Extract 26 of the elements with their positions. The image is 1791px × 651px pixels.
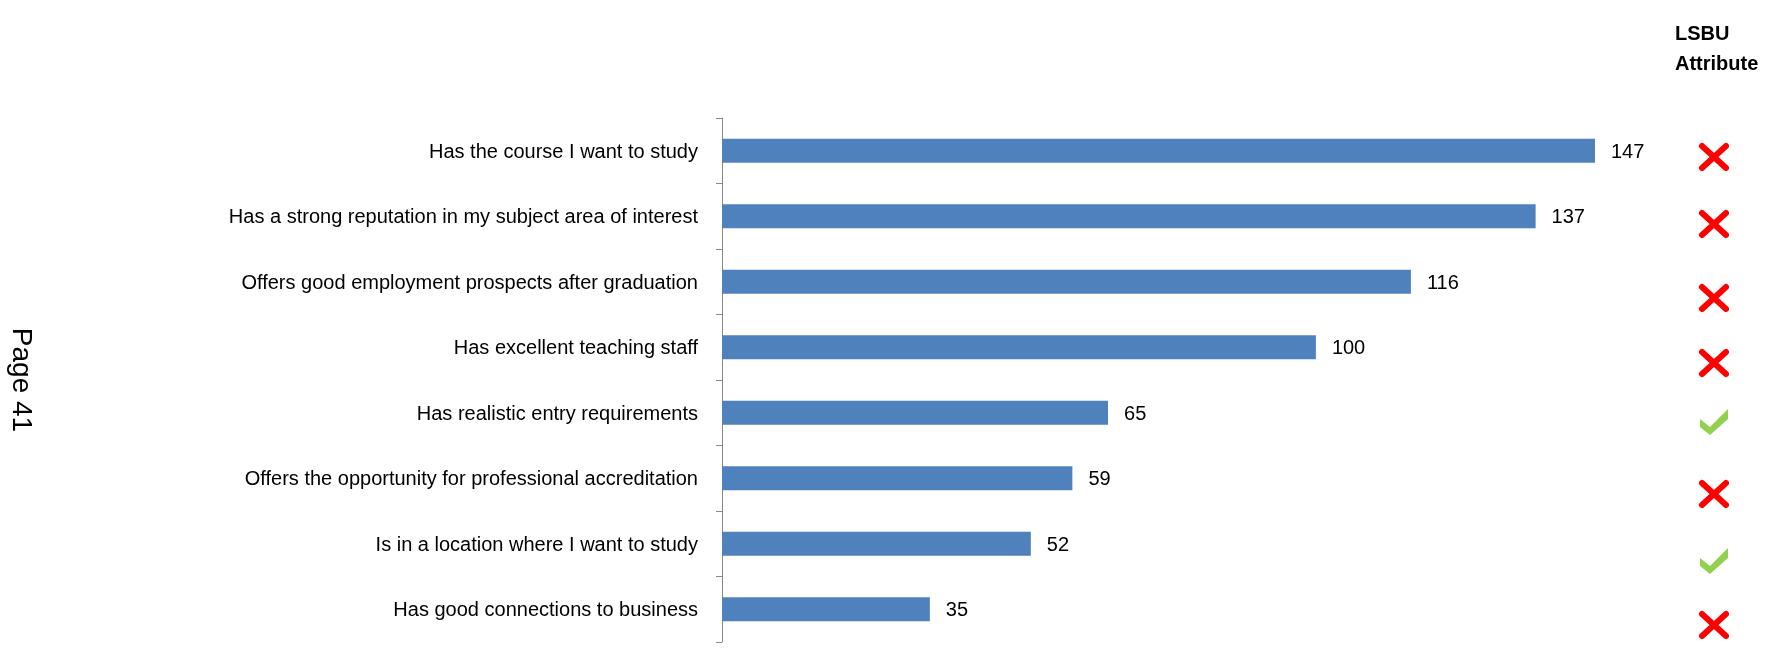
data-label: 116 — [1426, 270, 1459, 293]
bar — [722, 138, 1595, 163]
bar — [722, 597, 930, 622]
y-tick-label: Has realistic entry requirements — [416, 401, 698, 424]
bar — [722, 269, 1411, 294]
y-tick-label: Has good connections to business — [393, 598, 698, 621]
y-tick-label: Has a strong reputation in my subject area of interest — [228, 205, 699, 228]
bar — [722, 335, 1316, 360]
bar — [722, 204, 1536, 229]
y-tick-label: Offers the opportunity for professional accreditation — [244, 467, 698, 490]
data-label: 59 — [1088, 467, 1111, 490]
text: Page 41 — [6, 327, 38, 433]
data-label: 35 — [945, 598, 969, 621]
bar — [722, 531, 1031, 556]
text: LSBU Attribute — [1675, 22, 1759, 74]
y-tick-label: Is in a location where I want to study — [375, 532, 698, 555]
data-label: 100 — [1331, 336, 1366, 359]
data-label: 52 — [1046, 532, 1070, 555]
data-label: 137 — [1551, 205, 1585, 228]
bar — [722, 400, 1109, 425]
y-tick-label: Has the course I want to study — [428, 139, 698, 162]
y-tick-label: Has excellent teaching staff — [453, 336, 699, 359]
bar — [722, 466, 1073, 491]
data-label: 147 — [1611, 139, 1645, 162]
data-label: 65 — [1124, 401, 1147, 424]
y-tick-label: Offers good employment prospects after graduation — [241, 270, 698, 293]
